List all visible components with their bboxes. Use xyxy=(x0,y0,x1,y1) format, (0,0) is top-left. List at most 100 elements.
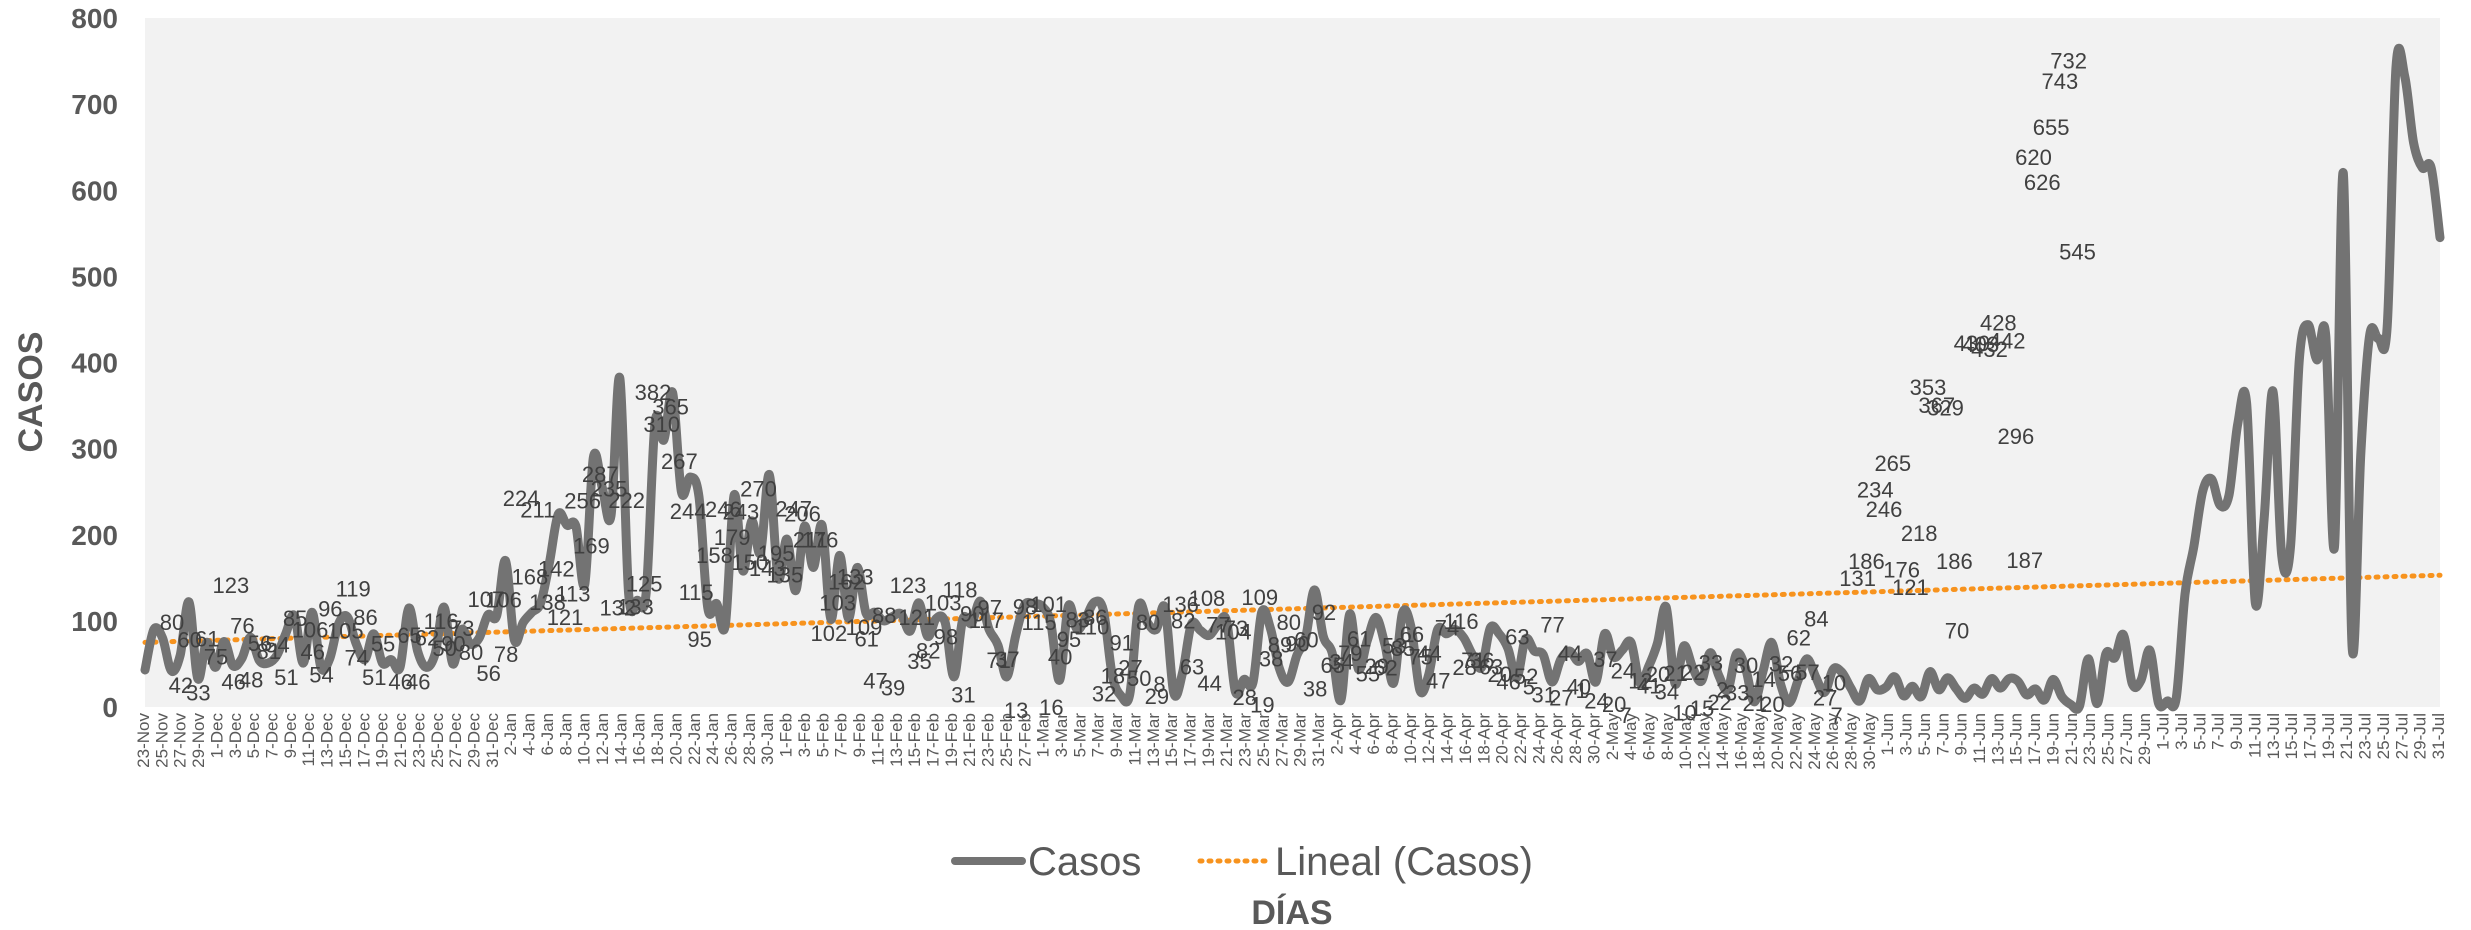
x-tick-label: 14-Apr xyxy=(1438,713,1457,764)
data-label: 168 xyxy=(512,564,549,589)
data-label: 121 xyxy=(1892,575,1929,600)
data-label: 80 xyxy=(1277,610,1301,635)
x-tick-label: 25-Nov xyxy=(152,713,171,768)
data-label: 44 xyxy=(1417,641,1441,666)
data-label: 267 xyxy=(661,449,698,474)
data-label: 78 xyxy=(494,642,518,667)
x-tick-label: 7-Feb xyxy=(832,713,851,757)
data-label: 60 xyxy=(177,627,201,652)
data-label: 61 xyxy=(1347,626,1371,651)
data-label: 18 xyxy=(1101,663,1125,688)
data-label: 81 xyxy=(257,639,281,664)
data-label: 53 xyxy=(1382,633,1406,658)
data-label: 211 xyxy=(793,527,828,552)
data-label: 142 xyxy=(538,557,575,582)
x-tick-label: 8-May xyxy=(1658,713,1677,761)
data-label: 121 xyxy=(898,605,935,630)
x-tick-label: 6-May xyxy=(1640,713,1659,761)
data-label: 55 xyxy=(1356,662,1380,687)
data-label: 95 xyxy=(687,627,711,652)
data-label: 21 xyxy=(1663,661,1687,686)
data-label: 218 xyxy=(1901,521,1938,546)
data-label: 106 xyxy=(485,588,522,613)
x-tick-label: 29-Jun xyxy=(2135,713,2154,765)
data-label: 8 xyxy=(1153,672,1165,697)
data-label: 10 xyxy=(1672,700,1696,725)
data-label: 46 xyxy=(300,639,324,664)
x-tick-label: 13-Dec xyxy=(318,713,337,768)
data-label: 32 xyxy=(1092,681,1116,706)
x-tick-label: 10-May xyxy=(1676,713,1695,770)
data-label: 35 xyxy=(907,649,931,674)
x-tick-label: 19-Feb xyxy=(942,713,961,767)
data-label: 24 xyxy=(1611,658,1635,683)
x-tick-label: 4-Apr xyxy=(1346,713,1365,755)
x-tick-label: 10-Apr xyxy=(1401,713,1420,764)
data-label: 211 xyxy=(520,497,555,522)
x-tick-label: 26-May xyxy=(1823,713,1842,770)
data-label: 98 xyxy=(1013,595,1037,620)
data-label: 107 xyxy=(468,587,505,612)
x-tick-label: 27-Mar xyxy=(1272,713,1291,767)
x-tick-label: 13-Mar xyxy=(1144,713,1163,767)
data-label: 138 xyxy=(529,590,566,615)
x-tick-label: 9-Jun xyxy=(1952,713,1971,756)
data-label: 310 xyxy=(643,412,680,437)
data-label: 47 xyxy=(863,669,887,694)
data-label: 626 xyxy=(2024,170,2061,195)
data-label: 403 xyxy=(1962,332,1999,357)
data-label: 62 xyxy=(1373,656,1397,681)
data-label: 108 xyxy=(1189,586,1226,611)
x-tick-label: 15-Mar xyxy=(1162,713,1181,767)
data-label: 56 xyxy=(476,661,500,686)
data-label: 63 xyxy=(1479,655,1503,680)
x-tick-label: 5-Feb xyxy=(813,713,832,757)
x-tick-label: 22-May xyxy=(1786,713,1805,770)
data-label: 195 xyxy=(758,541,795,566)
data-label: 37 xyxy=(995,647,1019,672)
data-label: 29 xyxy=(1145,684,1169,709)
data-label: 143 xyxy=(749,556,786,581)
data-label: 150 xyxy=(731,550,768,575)
data-label: 52 xyxy=(1514,664,1538,689)
data-label: 176 xyxy=(802,527,839,552)
data-label: 37 xyxy=(1593,647,1617,672)
x-tick-label: 15-Feb xyxy=(905,713,924,767)
x-tick-label: 27-Feb xyxy=(1015,713,1034,767)
x-tick-label: 7-Mar xyxy=(1089,713,1108,758)
data-label: 365 xyxy=(652,395,689,420)
x-tick-label: 3-Feb xyxy=(795,713,814,757)
x-tick-label: 24-Jan xyxy=(703,713,722,765)
data-label: 115 xyxy=(1022,610,1057,635)
x-tick-label: 11-Dec xyxy=(299,713,318,767)
data-label: 29 xyxy=(1364,654,1388,679)
x-tick-label: 20-Apr xyxy=(1493,713,1512,764)
x-tick-label: 25-Jul xyxy=(2374,713,2393,759)
data-label: 132 xyxy=(599,595,636,620)
x-tick-label: 11-Feb xyxy=(868,713,887,766)
data-label: 20 xyxy=(1602,692,1626,717)
data-label: 125 xyxy=(626,571,663,596)
data-label: 80 xyxy=(459,640,483,665)
x-tick-label: 16-Jan xyxy=(630,713,649,765)
data-label: 115 xyxy=(679,580,714,605)
x-tick-label: 1-Feb xyxy=(777,713,796,757)
x-tick-label: 27-Jun xyxy=(2117,713,2136,765)
x-axis-title: DÍAS xyxy=(1251,894,1332,930)
data-label: 61 xyxy=(854,626,878,651)
data-label: 442 xyxy=(1989,328,2026,353)
data-label: 131 xyxy=(1839,566,1876,591)
data-label: 28 xyxy=(1452,655,1476,680)
y-tick-label: 300 xyxy=(71,434,118,465)
data-label: 186 xyxy=(1936,549,1973,574)
data-label: 162 xyxy=(828,569,865,594)
data-label: 85 xyxy=(1391,636,1415,661)
x-tick-label: 9-Jul xyxy=(2227,713,2246,750)
x-tick-label: 1-Jul xyxy=(2154,713,2173,750)
data-label: 24 xyxy=(1584,688,1608,713)
data-label: 103 xyxy=(819,590,856,615)
data-label: 103 xyxy=(925,590,962,615)
x-tick-label: 19-Dec xyxy=(373,713,392,768)
x-tick-label: 15-Jul xyxy=(2282,713,2301,759)
y-tick-label: 600 xyxy=(71,175,118,206)
